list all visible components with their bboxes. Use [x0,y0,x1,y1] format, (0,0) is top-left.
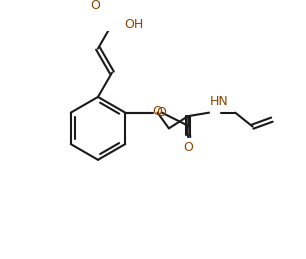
Text: OH: OH [124,18,144,31]
Text: O: O [90,0,100,12]
Text: O: O [157,106,166,119]
Text: O: O [152,105,162,118]
Text: HN: HN [210,95,229,108]
Text: O: O [183,141,193,154]
